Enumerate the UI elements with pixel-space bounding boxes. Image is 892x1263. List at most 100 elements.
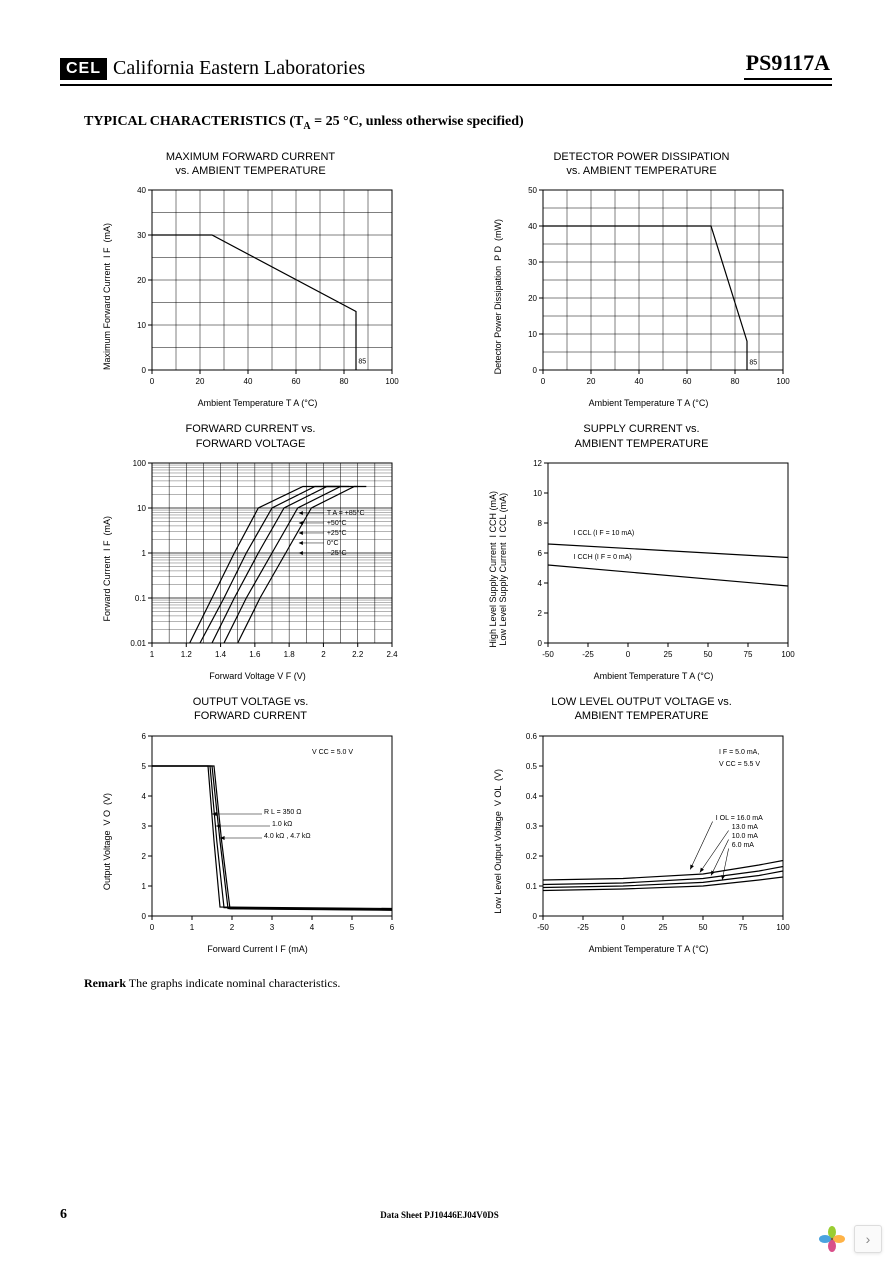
svg-text:75: 75 [738,923,747,932]
svg-text:2.4: 2.4 [386,650,398,659]
svg-text:T A = +85°C: T A = +85°C [326,509,364,517]
svg-text:40: 40 [243,377,252,386]
svg-text:85: 85 [749,360,757,367]
chart-title: SUPPLY CURRENT vs.AMBIENT TEMPERATURE [575,422,709,451]
svg-text:4.0 kΩ , 4.7 kΩ: 4.0 kΩ , 4.7 kΩ [264,833,311,840]
svg-text:0: 0 [537,639,542,648]
svg-text:1: 1 [141,549,146,558]
svg-text:0°C: 0°C [326,539,338,547]
svg-text:12: 12 [533,459,542,468]
svg-text:1: 1 [149,650,154,659]
svg-text:I CCL (I F = 10 mA): I CCL (I F = 10 mA) [573,530,634,537]
svg-text:I OL = 16.0 mA: I OL = 16.0 mA [715,815,762,822]
svg-text:4: 4 [309,923,314,932]
svg-text:40: 40 [137,186,146,195]
section-title: TYPICAL CHARACTERISTICS (TA = 25 °C, unl… [84,114,832,132]
svg-text:1.2: 1.2 [180,650,192,659]
svg-text:30: 30 [528,258,537,267]
svg-text:20: 20 [137,276,146,285]
svg-text:1.6: 1.6 [249,650,261,659]
remark: Remark The graphs indicate nominal chara… [84,976,832,991]
svg-text:100: 100 [132,459,146,468]
cel-logo: CEL [60,58,107,80]
svg-text:5: 5 [141,762,146,771]
svg-text:0.6: 0.6 [525,732,537,741]
chart-c3: FORWARD CURRENT vs.FORWARD VOLTAGE Forwa… [70,422,431,681]
svg-text:0: 0 [540,377,545,386]
svg-text:10: 10 [137,321,146,330]
svg-text:1.4: 1.4 [215,650,227,659]
page-footer: 6 Data Sheet PJ10446EJ04V0DS [0,1207,892,1223]
svg-text:85: 85 [358,359,366,366]
datasheet-id: Data Sheet PJ10446EJ04V0DS [380,1210,499,1220]
svg-text:R L = 350 Ω: R L = 350 Ω [264,809,301,816]
svg-text:+25°C: +25°C [326,529,346,537]
svg-text:2.2: 2.2 [352,650,364,659]
svg-text:5: 5 [349,923,354,932]
flower-icon [818,1225,846,1253]
chart-title: OUTPUT VOLTAGE vs.FORWARD CURRENT [193,695,309,724]
svg-text:10: 10 [528,330,537,339]
svg-text:2: 2 [321,650,326,659]
x-axis-label: Ambient Temperature T A (°C) [198,398,318,408]
svg-text:6: 6 [389,923,394,932]
svg-text:2: 2 [537,609,542,618]
svg-text:1.8: 1.8 [283,650,295,659]
svg-text:-25: -25 [582,650,594,659]
svg-text:100: 100 [385,377,399,386]
svg-text:20: 20 [195,377,204,386]
y-axis-label: Output Voltage V O (V) [102,793,112,890]
svg-text:6: 6 [141,732,146,741]
x-axis-label: Ambient Temperature T A (°C) [589,944,709,954]
next-page-button[interactable]: › [854,1225,882,1253]
svg-text:4: 4 [537,579,542,588]
svg-text:20: 20 [586,377,595,386]
svg-text:25: 25 [663,650,672,659]
svg-text:60: 60 [682,377,691,386]
y-axis-label: High Level Supply Current I CCH (mA) Low… [488,491,508,648]
svg-text:I CCH (I F = 0 mA): I CCH (I F = 0 mA) [573,554,631,561]
part-number: PS9117A [744,50,832,80]
y-axis-label: Low Level Output Voltage V OL (V) [493,769,503,914]
svg-text:0.1: 0.1 [134,594,146,603]
svg-text:50: 50 [703,650,712,659]
svg-text:0.2: 0.2 [525,852,537,861]
svg-text:1: 1 [141,882,146,891]
chart-title: FORWARD CURRENT vs.FORWARD VOLTAGE [186,422,316,451]
x-axis-label: Forward Current I F (mA) [207,944,308,954]
svg-text:40: 40 [528,222,537,231]
svg-text:0: 0 [149,377,154,386]
x-axis-label: Forward Voltage V F (V) [209,671,306,681]
chart-c5: OUTPUT VOLTAGE vs.FORWARD CURRENT Output… [70,695,431,954]
svg-text:25: 25 [658,923,667,932]
svg-text:30: 30 [137,231,146,240]
chart-title: DETECTOR POWER DISSIPATIONvs. AMBIENT TE… [553,150,729,179]
svg-text:50: 50 [698,923,707,932]
svg-text:-50: -50 [537,923,549,932]
svg-text:6.0 mA: 6.0 mA [731,842,754,849]
svg-text:0: 0 [532,366,537,375]
svg-text:0.01: 0.01 [130,639,146,648]
chart-title: LOW LEVEL OUTPUT VOLTAGE vs.AMBIENT TEMP… [551,695,732,724]
page-header: CEL California Eastern Laboratories PS91… [60,50,832,86]
svg-text:0.5: 0.5 [525,762,537,771]
svg-text:100: 100 [776,377,790,386]
svg-text:I F = 5.0 mA,: I F = 5.0 mA, [719,749,759,756]
svg-text:8: 8 [537,519,542,528]
page-number: 6 [60,1207,67,1223]
svg-text:75: 75 [743,650,752,659]
svg-text:20: 20 [528,294,537,303]
svg-text:4: 4 [141,792,146,801]
x-axis-label: Ambient Temperature T A (°C) [594,671,714,681]
svg-text:0: 0 [532,912,537,921]
svg-text:80: 80 [339,377,348,386]
svg-text:10: 10 [137,504,146,513]
svg-text:0: 0 [625,650,630,659]
company-name: California Eastern Laboratories [113,57,365,80]
chart-c2: DETECTOR POWER DISSIPATIONvs. AMBIENT TE… [461,150,822,409]
svg-text:0: 0 [620,923,625,932]
svg-text:50: 50 [528,186,537,195]
svg-text:V CC = 5.0 V: V CC = 5.0 V [312,749,353,756]
svg-text:3: 3 [141,822,146,831]
svg-text:80: 80 [730,377,739,386]
